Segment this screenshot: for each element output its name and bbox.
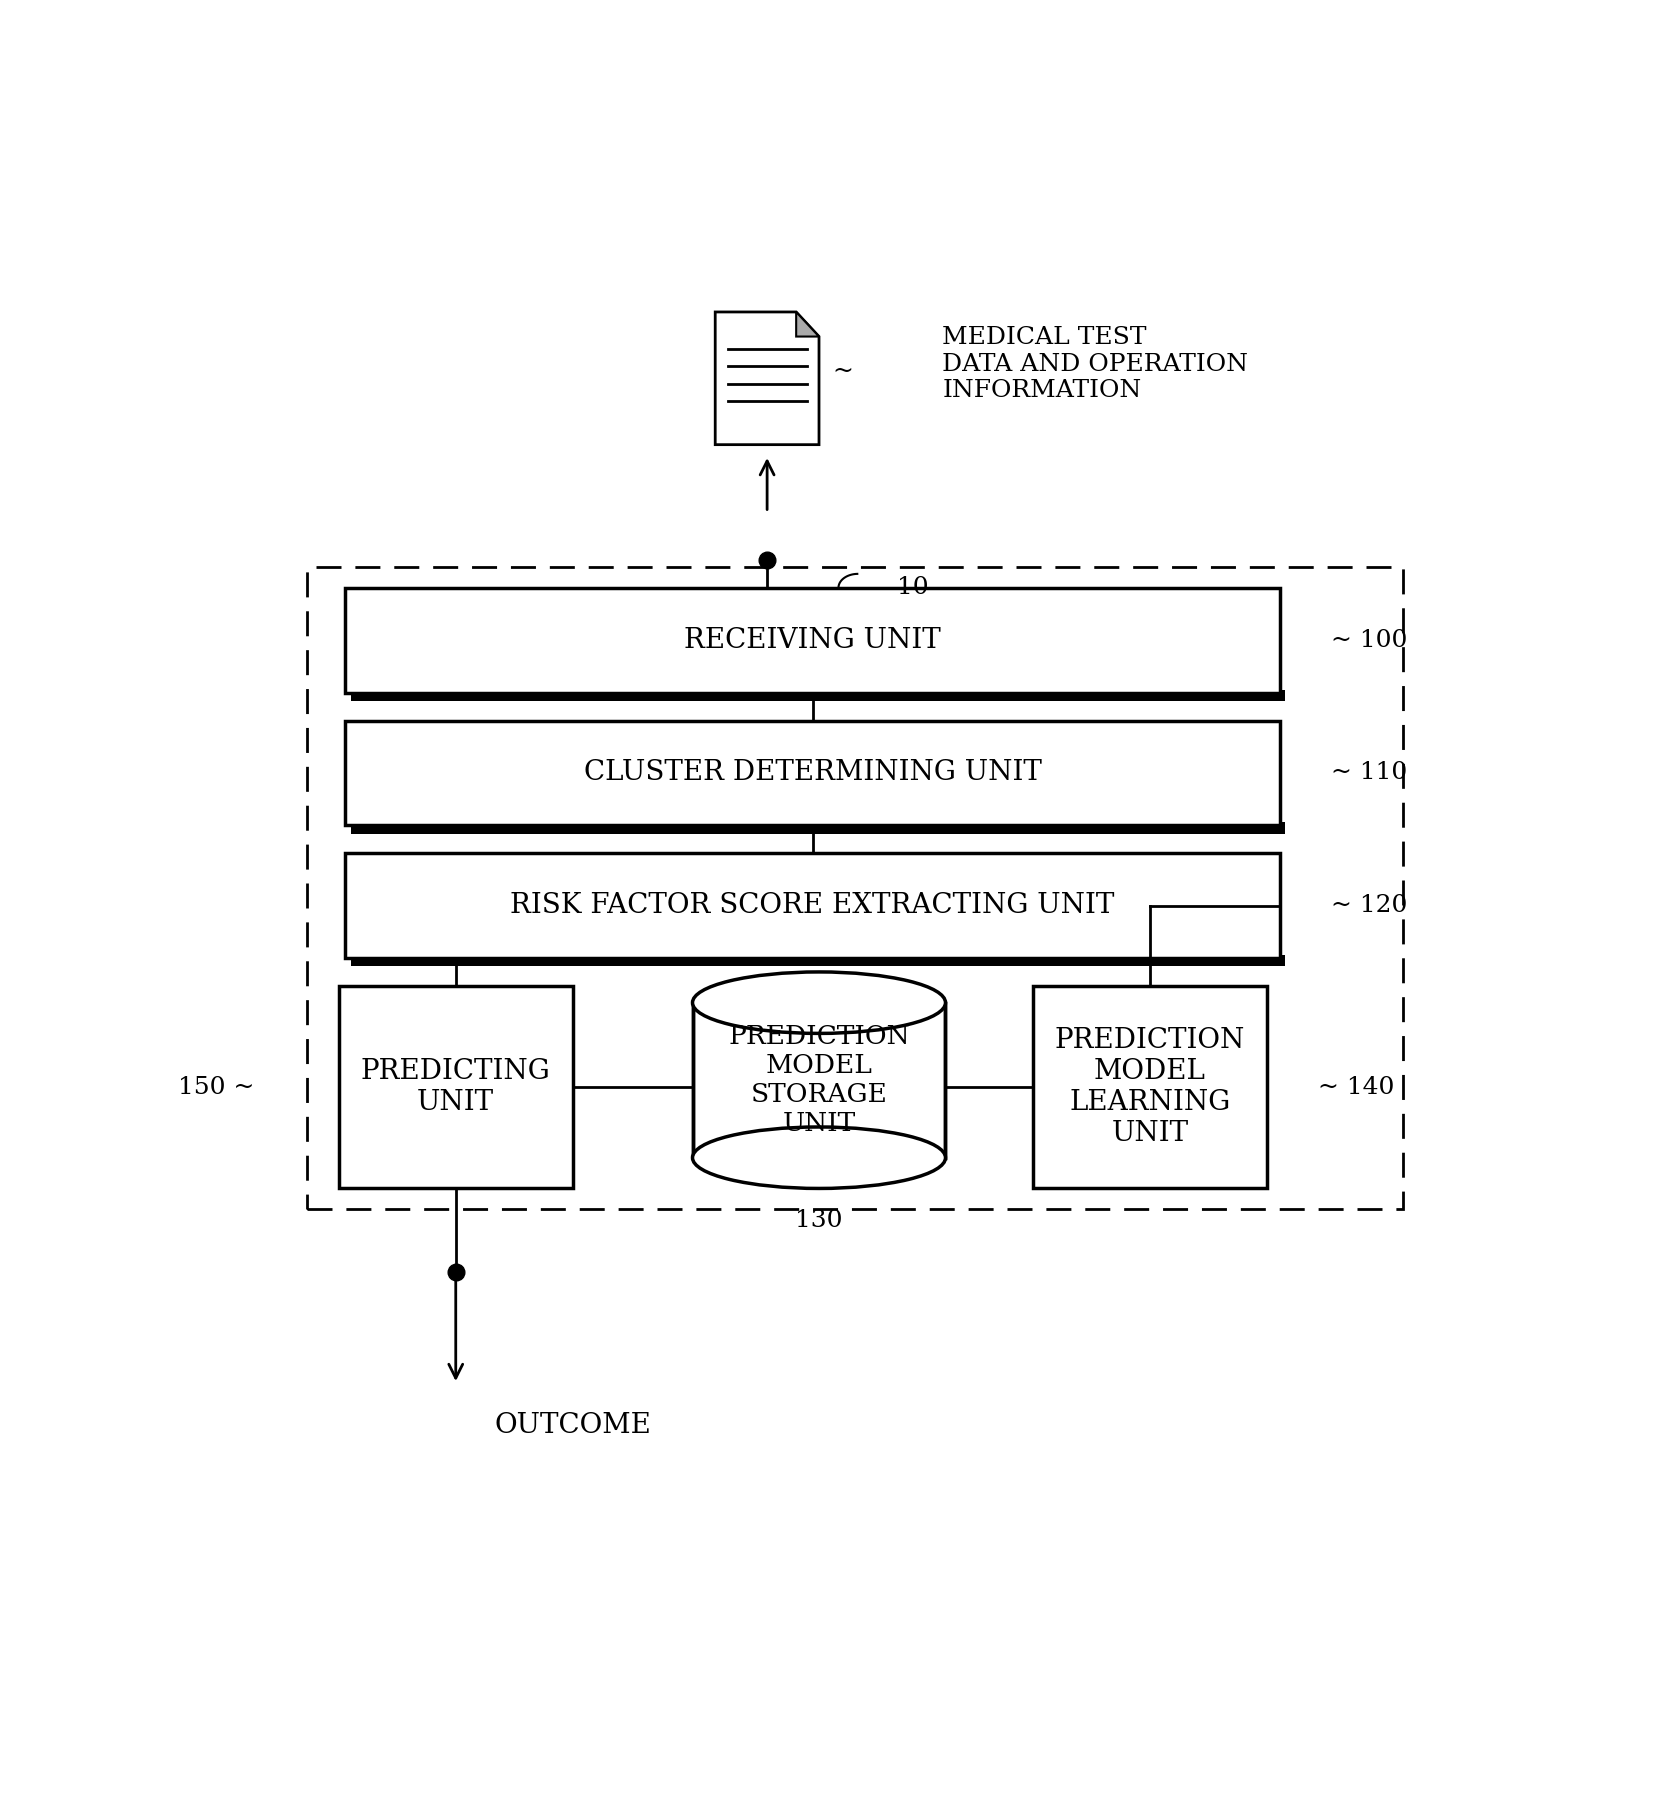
Text: 130: 130: [795, 1210, 842, 1232]
Bar: [345, 853, 1278, 958]
Polygon shape: [796, 312, 818, 337]
Text: 150 ~: 150 ~: [179, 1076, 254, 1099]
Text: CLUSTER DETERMINING UNIT: CLUSTER DETERMINING UNIT: [584, 760, 1041, 787]
Text: 10: 10: [897, 577, 929, 599]
Bar: [1032, 987, 1266, 1188]
Bar: [338, 987, 572, 1188]
Text: PREDICTION
MODEL
LEARNING
UNIT: PREDICTION MODEL LEARNING UNIT: [1054, 1027, 1245, 1148]
Ellipse shape: [693, 1126, 945, 1188]
Text: MEDICAL TEST
DATA AND OPERATION
INFORMATION: MEDICAL TEST DATA AND OPERATION INFORMAT…: [942, 327, 1248, 403]
Text: ~ 100: ~ 100: [1330, 629, 1407, 651]
Bar: [345, 720, 1278, 825]
Bar: [345, 588, 1278, 693]
Bar: [350, 822, 1283, 834]
Bar: [350, 956, 1283, 967]
Text: PREDICTING
UNIT: PREDICTING UNIT: [361, 1058, 550, 1116]
Text: ~: ~: [831, 359, 852, 383]
Polygon shape: [714, 312, 818, 444]
Ellipse shape: [693, 972, 945, 1034]
Text: OUTCOME: OUTCOME: [495, 1413, 651, 1439]
Bar: [693, 1003, 945, 1157]
Text: ~ 110: ~ 110: [1330, 762, 1407, 784]
Text: PREDICTION
MODEL
STORAGE
UNIT: PREDICTION MODEL STORAGE UNIT: [728, 1025, 908, 1136]
Bar: [306, 566, 1402, 1210]
Text: ~ 120: ~ 120: [1330, 894, 1407, 918]
Bar: [350, 689, 1283, 700]
Text: RECEIVING UNIT: RECEIVING UNIT: [684, 626, 940, 653]
Text: RISK FACTOR SCORE EXTRACTING UNIT: RISK FACTOR SCORE EXTRACTING UNIT: [510, 892, 1114, 920]
Text: ~ 140: ~ 140: [1318, 1076, 1394, 1099]
